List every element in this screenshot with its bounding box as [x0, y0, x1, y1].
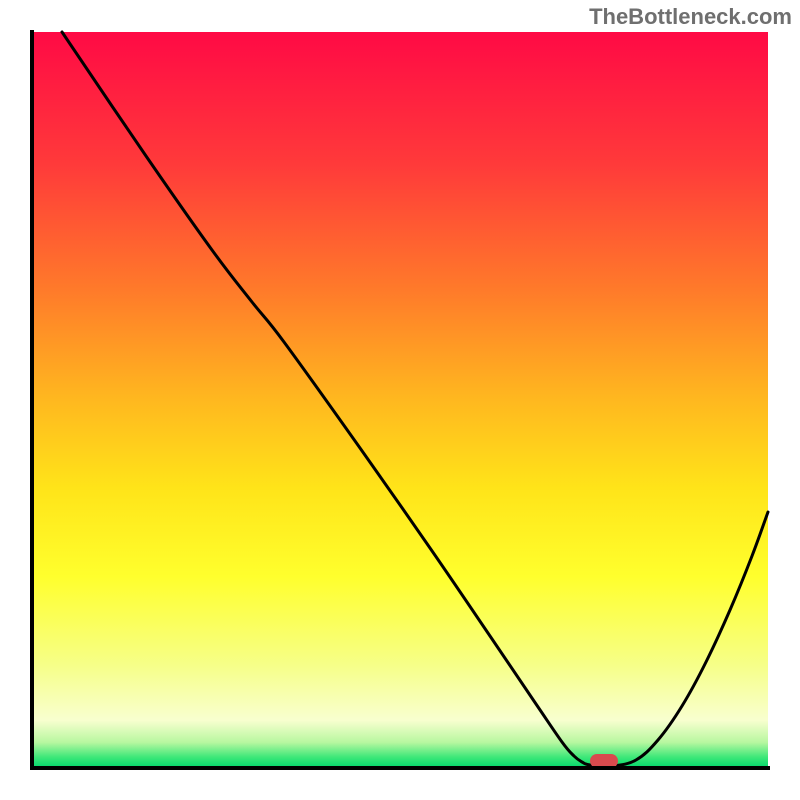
optimum-marker: [590, 754, 618, 768]
chart-container: TheBottleneck.com: [0, 0, 800, 800]
watermark-text: TheBottleneck.com: [589, 4, 792, 30]
chart-svg: [0, 0, 800, 800]
chart-background-gradient: [32, 32, 768, 768]
